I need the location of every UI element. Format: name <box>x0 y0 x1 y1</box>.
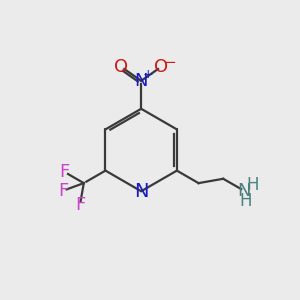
Text: H: H <box>240 192 252 210</box>
Text: F: F <box>59 163 70 181</box>
Text: N: N <box>237 182 250 200</box>
Text: N: N <box>134 182 148 201</box>
Text: F: F <box>58 182 68 200</box>
Text: −: − <box>164 55 176 70</box>
Text: F: F <box>75 196 85 214</box>
Text: +: + <box>142 68 153 81</box>
Text: H: H <box>246 176 259 194</box>
Text: O: O <box>154 58 168 76</box>
Text: O: O <box>114 58 128 76</box>
Text: N: N <box>134 72 148 90</box>
